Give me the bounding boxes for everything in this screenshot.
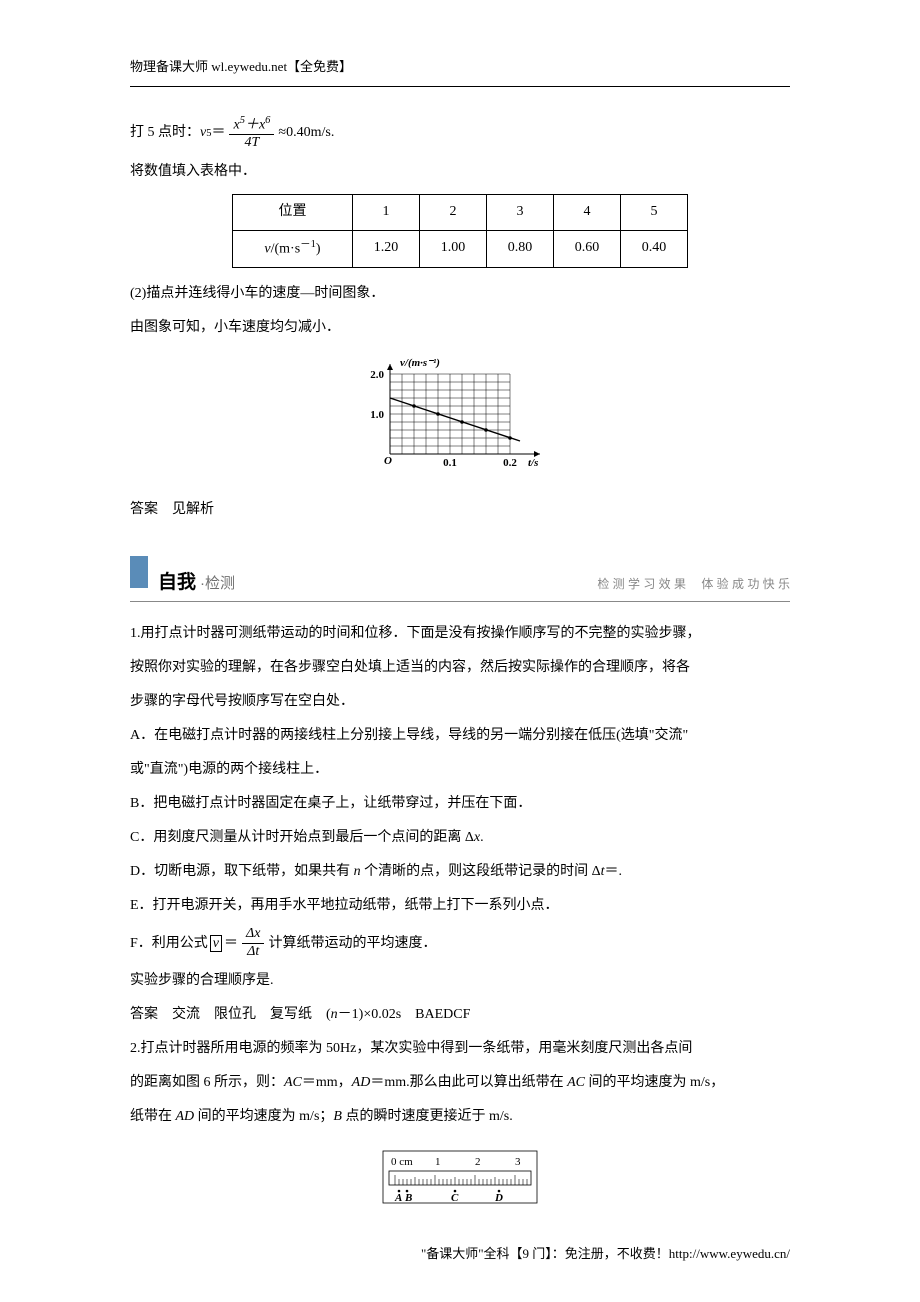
svg-text:C: C (451, 1192, 459, 1204)
q1-C: C．用刻度尺测量从计时开始点到最后一个点间的距离 Δx. (130, 824, 790, 852)
q1-A1: A．在电磁打点计时器的两接线柱上分别接上导线，导线的另一端分别接在低压(选填"交… (130, 722, 790, 750)
section-header: 自我 ·检测 检 测 学 习 效 果 体 验 成 功 快 乐 (130, 556, 790, 602)
table-row-values: v/(m·s－1) 1.20 1.00 0.80 0.60 0.40 (233, 230, 688, 267)
svg-text:2.0: 2.0 (370, 369, 384, 381)
q2-line1: 2.打点计时器所用电源的频率为 50Hz，某次实验中得到一条纸带，用毫米刻度尺测… (130, 1035, 790, 1063)
velocity-time-chart: 1.0 2.0 v/(m·s⁻¹) O 0.1 0.2 t/s (130, 354, 790, 485)
page-footer: "备课大师"全科【9 门】：免注册，不收费！http://www.eywedu.… (421, 1242, 790, 1267)
svg-text:0.2: 0.2 (503, 457, 517, 469)
ruler-figure: 0 cm 1 2 3 (130, 1145, 790, 1236)
page-header: 物理备课大师 wl.eywedu.net【全免费】 (130, 55, 790, 87)
q1-line3: 步骤的字母代号按顺序写在空白处． (130, 688, 790, 716)
svg-text:0 cm: 0 cm (391, 1156, 413, 1168)
para-answer-see: 答案 见解析 (130, 496, 790, 524)
svg-text:t/s: t/s (528, 457, 538, 469)
section-bar-icon (130, 556, 148, 588)
svg-text:2: 2 (475, 1156, 481, 1168)
svg-text:1.0: 1.0 (370, 409, 384, 421)
velocity-table: 位置 1 2 3 4 5 v/(m·s－1) 1.20 1.00 0.80 0.… (232, 194, 688, 268)
q1-B: B．把电磁打点计时器固定在桌子上，让纸带穿过，并压在下面． (130, 790, 790, 818)
svg-text:O: O (384, 455, 392, 467)
svg-text:A: A (394, 1192, 402, 1204)
section-title-sub: ·检测 (200, 570, 235, 599)
svg-text:3: 3 (515, 1156, 521, 1168)
q1-answer: 答案 交流 限位孔 复写纸 (n－1)×0.02s BAEDCF (130, 1001, 790, 1029)
q1-D: D．切断电源，取下纸带，如果共有 n 个清晰的点，则这段纸带记录的时间 Δt＝. (130, 858, 790, 886)
svg-text:B: B (404, 1192, 412, 1204)
q2-line2: 的距离如图 6 所示，则：AC＝mm，AD＝mm.那么由此可以算出纸带在 AC … (130, 1069, 790, 1097)
svg-text:v/(m·s⁻¹): v/(m·s⁻¹) (400, 357, 440, 369)
svg-text:0.1: 0.1 (443, 457, 457, 469)
q1-F: F．利用公式 v ＝ Δx Δt 计算纸带运动的平均速度． (130, 926, 790, 961)
q2-line3: 纸带在 AD 间的平均速度为 m/s；B 点的瞬时速度更接近于 m/s. (130, 1103, 790, 1131)
q1-order: 实验步骤的合理顺序是. (130, 967, 790, 995)
formula-line-1: 打 5 点时： v5＝ x5＋x6 4T ≈0.40m/s. (130, 115, 790, 152)
q1-A2: 或"直流")电源的两个接线柱上． (130, 756, 790, 784)
para-p4: 由图象可知，小车速度均匀减小． (130, 314, 790, 342)
q1-line1: 1.用打点计时器可测纸带运动的时间和位移．下面是没有按操作顺序写的不完整的实验步… (130, 620, 790, 648)
q1-line2: 按照你对实验的理解，在各步骤空白处填上适当的内容，然后按实际操作的合理顺序，将各 (130, 654, 790, 682)
section-title-bold: 自我 (158, 565, 196, 601)
para-p3: (2)描点并连线得小车的速度—时间图象． (130, 280, 790, 308)
para-fill-table: 将数值填入表格中． (130, 158, 790, 186)
q1-E: E．打开电源开关，再用手水平地拉动纸带，纸带上打下一系列小点． (130, 892, 790, 920)
svg-text:D: D (494, 1192, 503, 1204)
table-row-header: 位置 1 2 3 4 5 (233, 194, 688, 230)
svg-text:1: 1 (435, 1156, 441, 1168)
section-tagline: 检 测 学 习 效 果 体 验 成 功 快 乐 (597, 573, 790, 596)
